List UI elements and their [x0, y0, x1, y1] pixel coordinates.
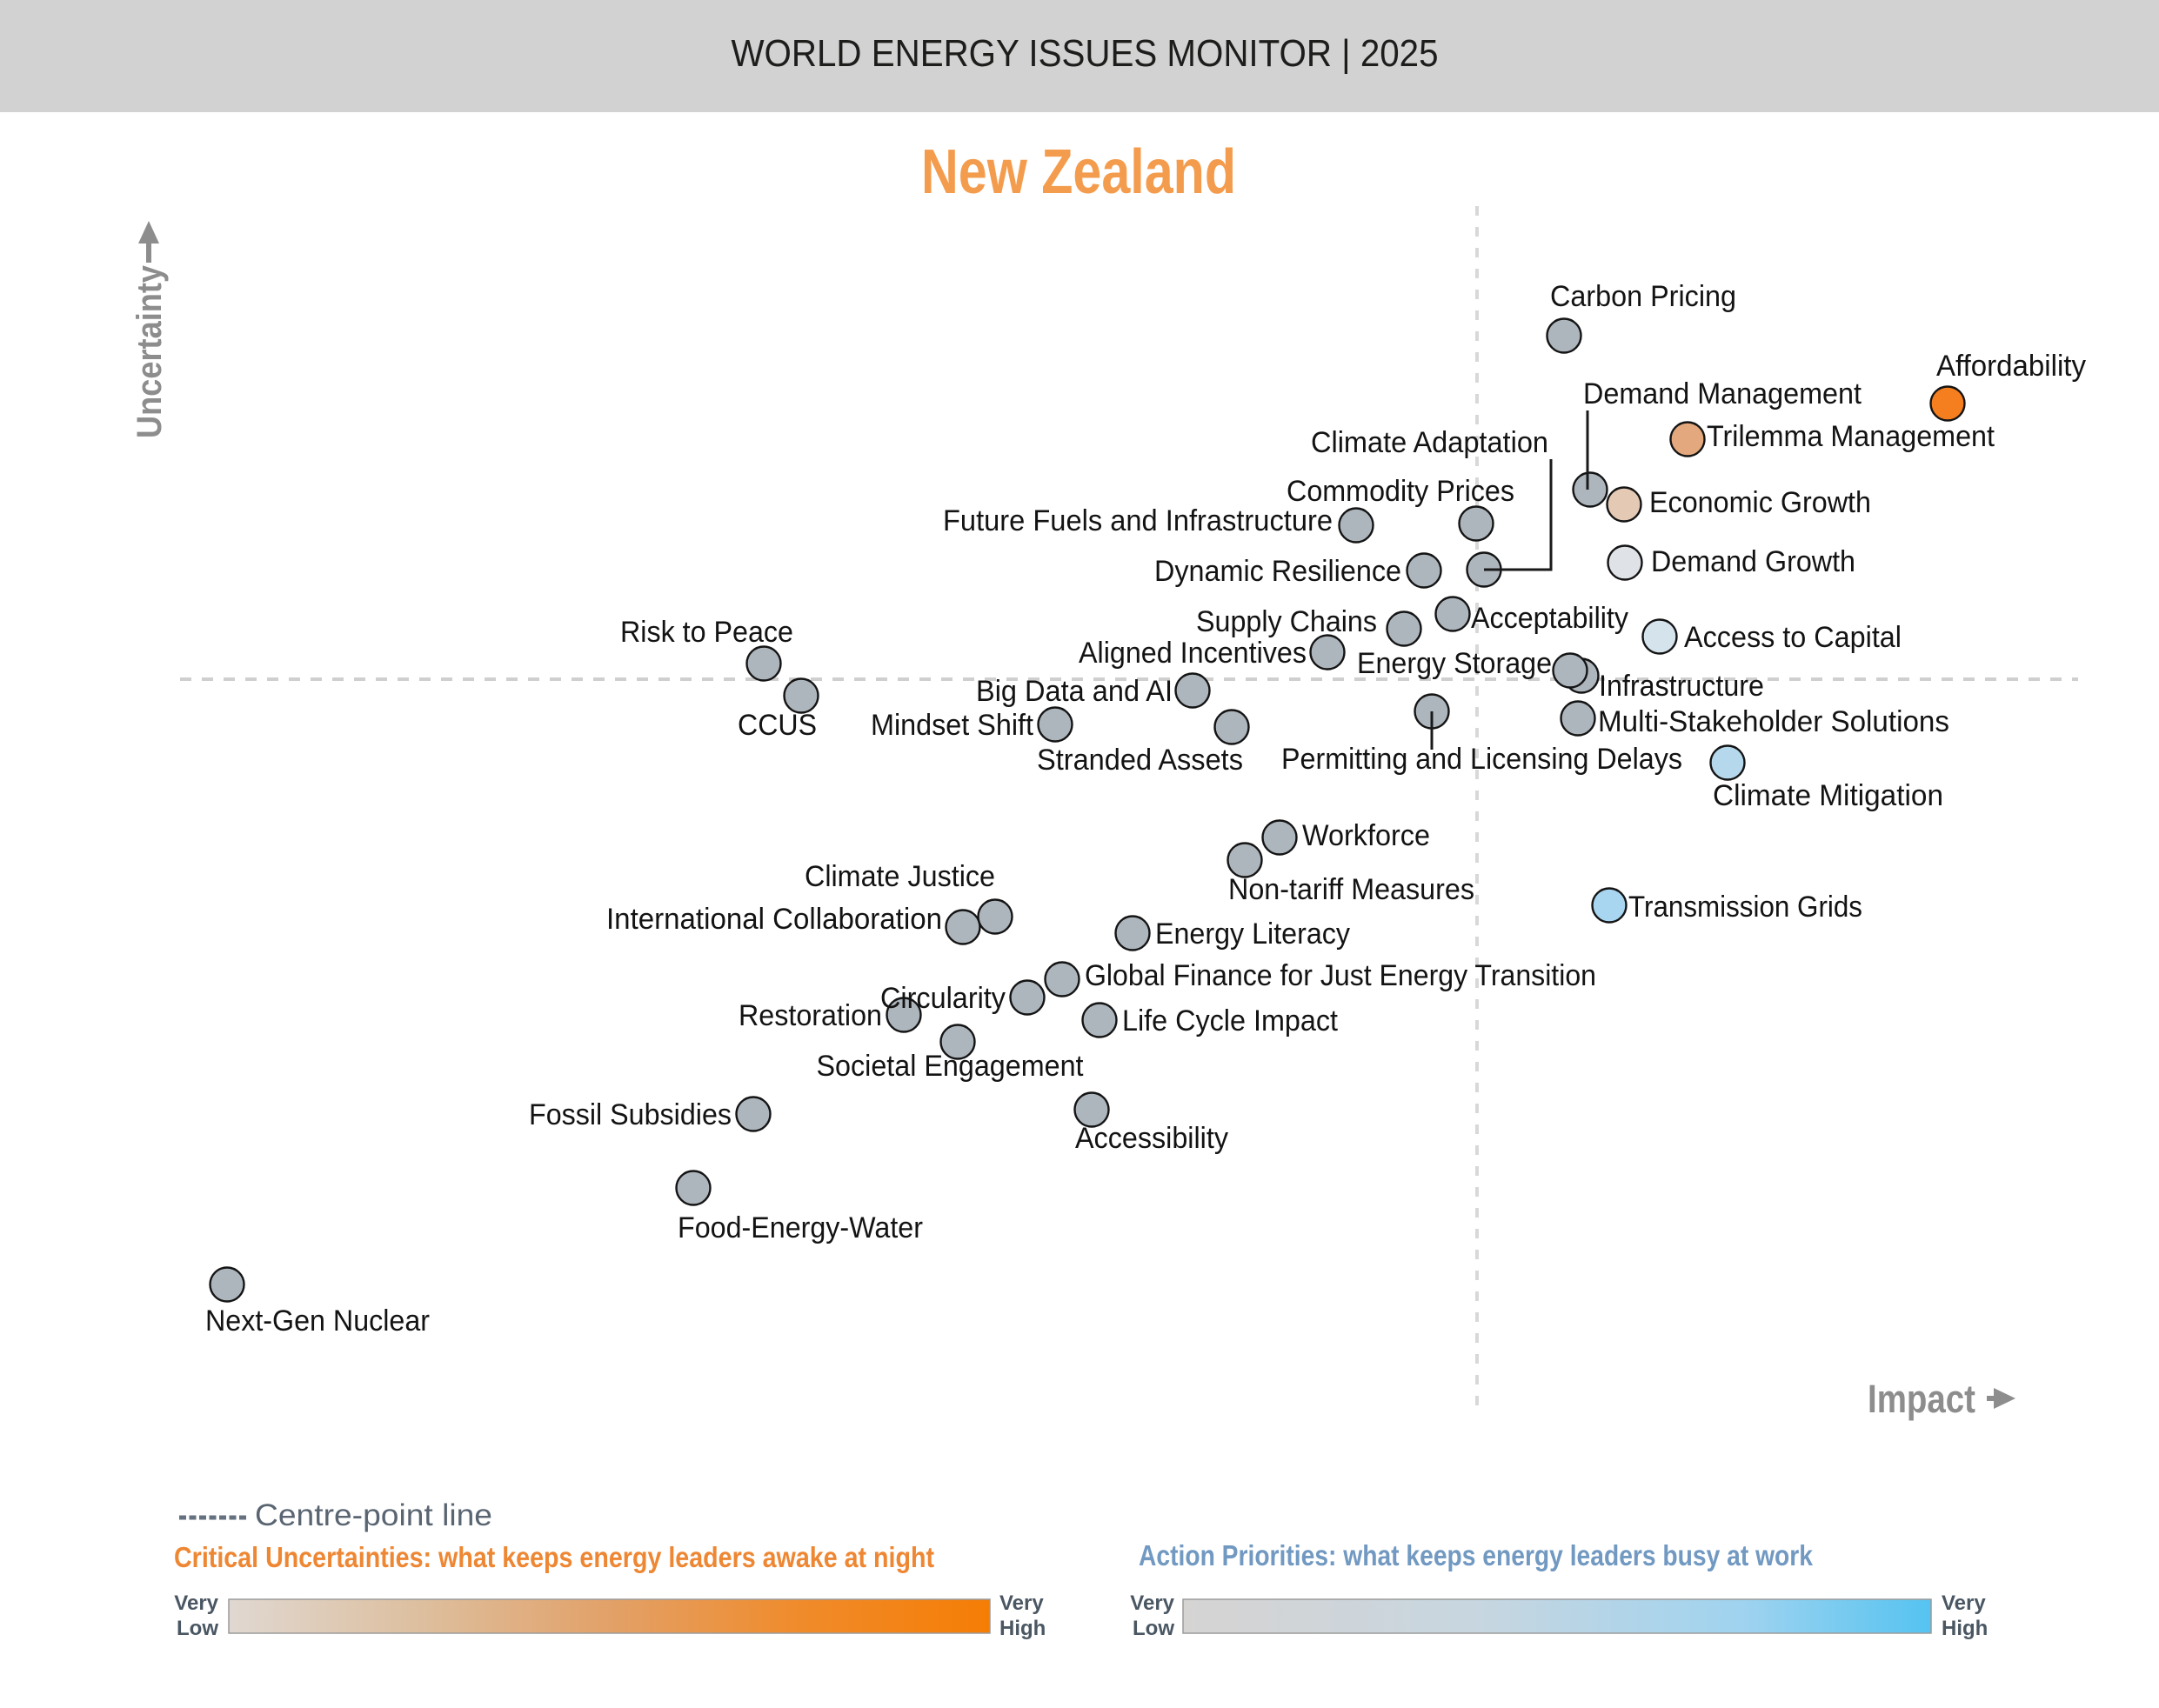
svg-text:Impact: Impact — [1868, 1377, 1975, 1421]
svg-text:Restoration: Restoration — [739, 999, 882, 1032]
svg-text:Acceptability: Acceptability — [1471, 602, 1628, 635]
svg-text:Non-tariff Measures: Non-tariff Measures — [1228, 873, 1474, 906]
svg-text:Commodity Prices: Commodity Prices — [1287, 475, 1514, 508]
svg-text:Life Cycle Impact: Life Cycle Impact — [1122, 1004, 1339, 1037]
svg-text:Centre-point line: Centre-point line — [255, 1498, 492, 1532]
svg-text:Access to Capital: Access to Capital — [1684, 621, 1902, 654]
svg-text:Low: Low — [177, 1617, 218, 1640]
svg-text:Next-Gen Nuclear: Next-Gen Nuclear — [205, 1304, 430, 1338]
svg-text:Economic Growth: Economic Growth — [1649, 486, 1871, 519]
svg-text:Low: Low — [1133, 1617, 1174, 1640]
svg-text:Societal Engagement: Societal Engagement — [817, 1050, 1085, 1083]
svg-text:Very: Very — [1130, 1591, 1174, 1615]
svg-text:Workforce: Workforce — [1302, 819, 1430, 852]
svg-text:Big Data and AI: Big Data and AI — [976, 675, 1173, 708]
svg-text:Demand Growth: Demand Growth — [1651, 545, 1855, 578]
svg-text:International Collaboration: International Collaboration — [606, 903, 942, 936]
svg-text:Accessibility: Accessibility — [1075, 1122, 1228, 1155]
svg-text:High: High — [999, 1617, 1046, 1640]
svg-text:New Zealand: New Zealand — [921, 137, 1236, 207]
svg-text:Dynamic Resilience: Dynamic Resilience — [1154, 555, 1401, 588]
svg-text:Multi-Stakeholder Solutions: Multi-Stakeholder Solutions — [1598, 705, 1949, 738]
svg-text:Circularity: Circularity — [880, 982, 1006, 1015]
svg-text:Stranded Assets: Stranded Assets — [1037, 744, 1243, 777]
svg-text:Carbon Pricing: Carbon Pricing — [1550, 280, 1736, 313]
svg-text:Uncertainty: Uncertainty — [130, 264, 169, 438]
svg-text:Fossil Subsidies: Fossil Subsidies — [529, 1098, 732, 1131]
svg-text:Very: Very — [1942, 1591, 1986, 1615]
svg-text:Supply Chains: Supply Chains — [1196, 605, 1377, 638]
svg-text:Very: Very — [174, 1591, 218, 1615]
svg-text:Infrastructure: Infrastructure — [1599, 670, 1764, 703]
svg-text:WORLD ENERGY ISSUES MONITOR |: WORLD ENERGY ISSUES MONITOR | 2025 — [732, 32, 1439, 75]
svg-text:Trilemma Management: Trilemma Management — [1707, 420, 1995, 453]
svg-text:Climate Adaptation: Climate Adaptation — [1311, 426, 1548, 459]
svg-text:Very: Very — [999, 1591, 1044, 1615]
svg-text:Future Fuels and Infrastructur: Future Fuels and Infrastructure — [943, 504, 1333, 537]
svg-text:Critical Uncertainties: what k: Critical Uncertainties: what keeps energ… — [174, 1541, 934, 1573]
svg-text:Food-Energy-Water: Food-Energy-Water — [678, 1211, 923, 1244]
svg-text:High: High — [1942, 1617, 1988, 1640]
svg-text:CCUS: CCUS — [738, 709, 817, 742]
svg-text:Climate Mitigation: Climate Mitigation — [1713, 779, 1943, 812]
svg-text:Affordability: Affordability — [1936, 350, 2086, 383]
svg-text:Demand Management: Demand Management — [1583, 377, 1862, 410]
svg-text:Climate Justice: Climate Justice — [805, 860, 995, 893]
svg-text:Transmission Grids: Transmission Grids — [1628, 891, 1862, 924]
svg-text:Mindset Shift: Mindset Shift — [871, 709, 1034, 742]
svg-text:Risk to Peace: Risk to Peace — [620, 616, 793, 649]
svg-text:Action Priorities: what keeps: Action Priorities: what keeps energy lea… — [1139, 1539, 1814, 1571]
svg-text:Aligned Incentives: Aligned Incentives — [1079, 637, 1307, 670]
svg-text:Energy Storage: Energy Storage — [1357, 647, 1552, 680]
svg-text:Permitting and Licensing Delay: Permitting and Licensing Delays — [1281, 743, 1682, 776]
svg-text:Global Finance for Just Energy: Global Finance for Just Energy Transitio… — [1085, 959, 1596, 992]
svg-text:Energy Literacy: Energy Literacy — [1155, 917, 1350, 951]
